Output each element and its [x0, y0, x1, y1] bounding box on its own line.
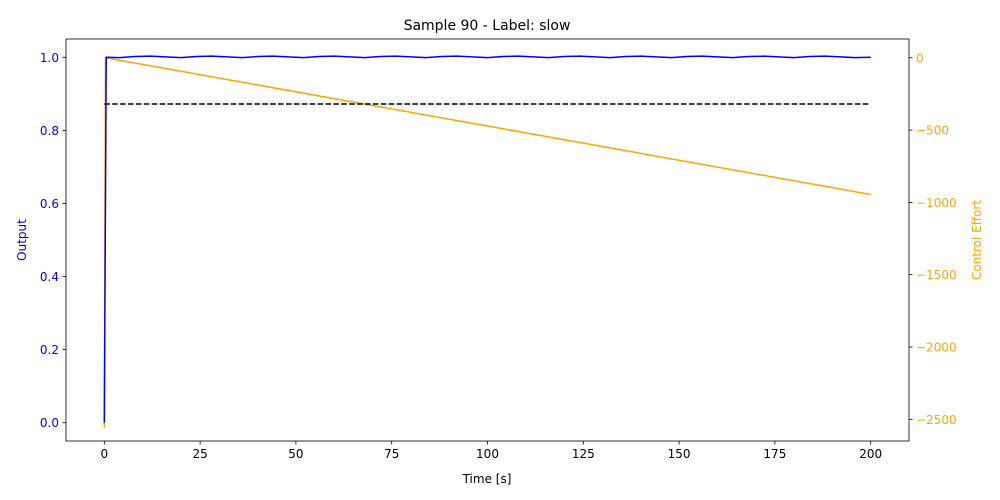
x-tick-label: 25	[192, 447, 207, 461]
x-tick-label: 175	[763, 447, 786, 461]
axes-layer: 0 25 50 75 100 125 150 175 200 0.0 0.2 0.4 0.6 0.8 1.0…	[40, 38, 957, 461]
y-right-tick-label: −2500	[916, 413, 957, 427]
x-tick-label: 150	[668, 447, 691, 461]
y-right-tick-label: −500	[916, 124, 949, 138]
y-left-tick-label: 0.4	[40, 270, 59, 284]
output-series-line	[103, 55, 871, 423]
x-tick-label: 200	[859, 447, 882, 461]
y-left-tick-label: 1.0	[40, 51, 59, 65]
y-right-axis-label: Control Effort	[970, 200, 984, 280]
y-left-tick-label: 0.6	[40, 197, 59, 211]
y-left-axis-label: Output	[15, 219, 29, 261]
y-left-tick-label: 0.0	[40, 416, 59, 430]
x-tick-label: 75	[384, 447, 399, 461]
x-tick-label: 125	[572, 447, 595, 461]
x-tick-label: 50	[288, 447, 303, 461]
chart-title: Sample 90 - Label: slow	[404, 18, 571, 34]
y-right-tick-label: −1500	[916, 268, 957, 282]
y-right-tick-label: −2000	[916, 341, 957, 355]
y-right-tick-label: −1000	[916, 196, 957, 210]
x-axis-label: Time [s]	[462, 472, 512, 486]
series-layer	[103, 55, 871, 428]
x-tick-label: 100	[476, 447, 499, 461]
x-tick-label: 0	[100, 447, 108, 461]
y-right-tick-label: 0	[916, 51, 924, 65]
y-left-tick-label: 0.8	[40, 124, 59, 138]
y-left-tick-label: 0.2	[40, 343, 59, 357]
